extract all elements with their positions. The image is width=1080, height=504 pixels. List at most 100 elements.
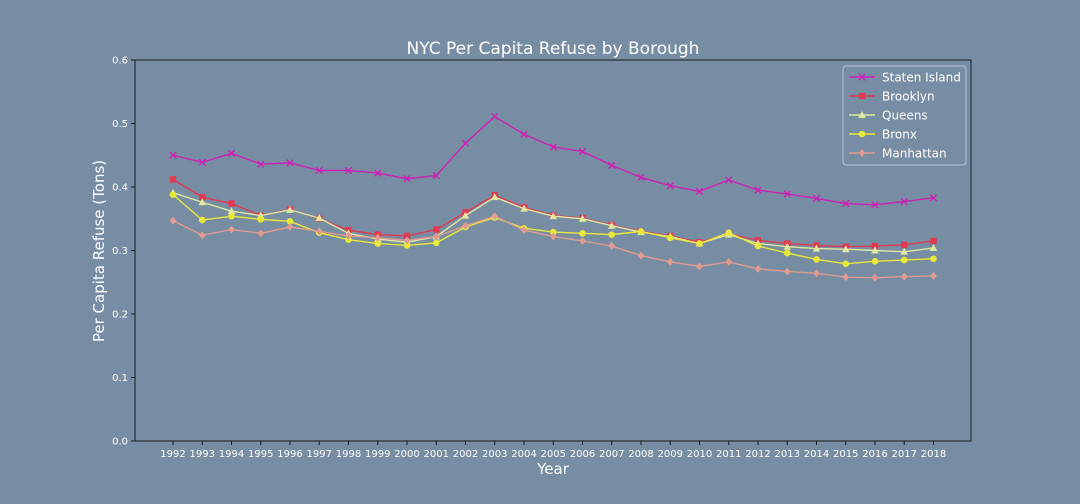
series-staten-island [169,112,938,209]
data-point [637,251,645,260]
legend: Staten Island Brooklyn Queens Bronx Manhatta… [842,65,967,166]
data-point [403,242,411,249]
data-point [754,242,762,250]
x-tick-label: 2013 [775,449,800,460]
legend-item: Brooklyn [849,90,935,104]
data-point [490,193,499,201]
data-point [228,225,235,234]
data-point [315,214,324,222]
data-point [608,161,616,170]
data-point [228,200,235,207]
data-point [432,232,440,241]
x-tick-label: 2016 [862,449,887,460]
x-tick-label: 2009 [658,449,683,460]
data-point [901,241,908,248]
data-point [783,190,791,198]
data-point [666,257,674,266]
y-tick-label: 0.3 [112,246,128,257]
data-point [900,256,908,264]
x-tick-label: 1996 [277,449,302,460]
data-point [930,255,937,263]
data-point [257,229,265,238]
data-point [725,257,733,266]
data-point [607,221,616,229]
y-tick-label: 0.1 [112,373,128,384]
data-point [754,264,762,273]
legend-label: Bronx [882,128,917,142]
data-point [549,228,557,236]
x-tick-label: 2000 [394,449,419,460]
data-point [637,228,645,235]
data-point [666,234,674,242]
data-point [783,267,791,276]
data-point [871,246,879,254]
data-point [549,143,557,151]
data-point [871,273,879,282]
data-point [520,226,528,235]
data-point [783,242,792,250]
x-tick-label: 2005 [541,449,566,460]
data-point [491,212,499,221]
data-point [432,239,440,247]
data-point [929,194,938,202]
x-tick-label: 2014 [804,449,829,460]
legend-label: Brooklyn [882,90,935,104]
x-tick-label: 1999 [365,449,390,460]
legend-box [842,65,967,166]
data-point [374,233,382,242]
y-tick-label: 0.0 [112,437,128,448]
data-point [900,197,908,206]
data-point [578,147,587,156]
x-tick-label: 2002 [453,449,478,460]
x-tick-label: 1997 [307,449,332,460]
data-point [433,226,440,233]
chart-title: NYC Per Capita Refuse by Borough [407,39,700,59]
data-point [900,247,909,255]
x-tick-label: 1994 [219,449,244,460]
data-point [403,236,411,245]
x-tick-label: 2017 [892,449,917,460]
data-point [345,231,352,240]
data-point [842,273,850,282]
data-point [812,244,821,252]
data-point [520,130,528,138]
x-tick-label: 2004 [511,449,536,460]
series-bronx [169,191,937,268]
data-point [169,176,177,183]
data-point [930,271,937,280]
data-point [695,187,704,196]
data-point [579,236,586,245]
data-point [169,216,177,225]
legend-label: Staten Island [882,71,961,85]
plot-area: 0.0 0.1 0.2 0.3 0.4 0.5 0.6 1992 1993 1994 1995 199… [112,56,972,460]
data-point [754,186,762,194]
y-tick-label: 0.4 [112,183,128,194]
x-tick-label: 2012 [745,449,770,460]
data-point [286,223,294,232]
x-tick-label: 1998 [336,449,361,460]
data-point [871,242,879,250]
legend-marker [858,73,866,81]
data-point [403,175,411,183]
data-point [608,231,616,238]
data-point [257,160,265,168]
data-point [228,212,235,220]
data-point [871,201,879,209]
data-point [227,207,236,215]
data-point [842,199,850,208]
legend-item: Bronx [849,128,917,142]
data-point [871,257,879,265]
data-point [579,230,586,237]
data-point [549,232,557,241]
y-tick-label: 0.5 [112,119,128,130]
data-point [403,232,411,240]
x-tick-label: 1992 [160,449,185,460]
x-tick-label: 2011 [716,449,741,460]
data-point [199,193,206,201]
y-axis-label: Per Capita Refuse (Tons) [90,160,108,342]
data-point [549,212,558,220]
data-point [198,231,206,240]
data-point [813,256,820,263]
data-point [578,214,587,222]
